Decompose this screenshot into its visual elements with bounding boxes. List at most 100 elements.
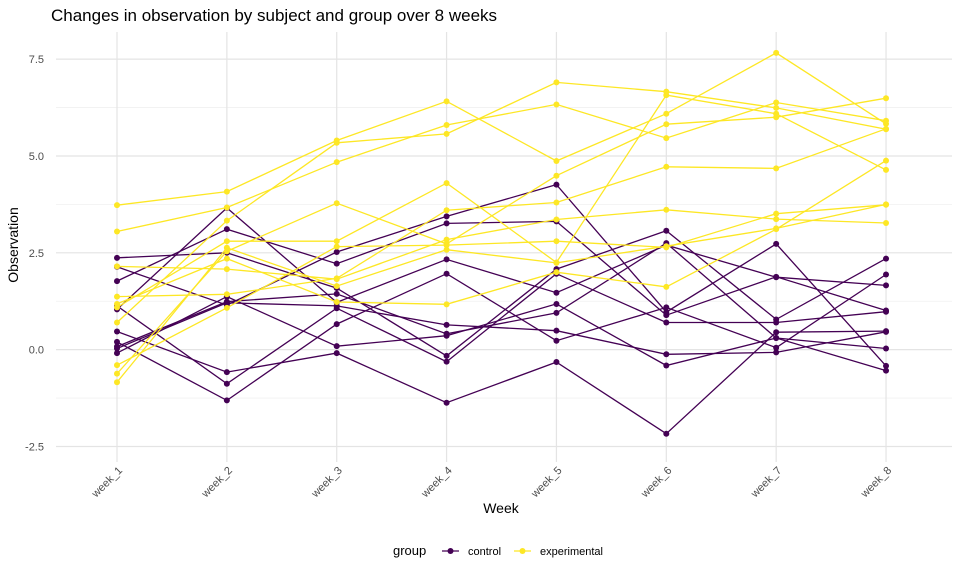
data-point bbox=[443, 236, 450, 243]
data-point bbox=[333, 249, 340, 256]
y-tick-label: 0.0 bbox=[29, 345, 44, 357]
data-point bbox=[333, 299, 340, 306]
data-point bbox=[773, 99, 780, 106]
y-axis-title: Observation bbox=[5, 207, 21, 282]
data-point bbox=[553, 181, 560, 188]
data-point bbox=[553, 172, 560, 179]
data-point bbox=[333, 260, 340, 267]
data-point bbox=[114, 343, 120, 350]
data-point bbox=[883, 282, 890, 289]
x-axis-ticks: week_1 week_2 week_3 week_4 week_5 week_6 week… bbox=[89, 465, 894, 501]
series-line bbox=[116, 160, 887, 305]
data-point bbox=[883, 95, 890, 102]
data-point bbox=[553, 337, 560, 344]
data-point bbox=[773, 104, 780, 111]
data-point bbox=[114, 202, 120, 209]
y-axis-ticks: -2.5 0.0 2.5 5.0 7.5 bbox=[25, 54, 44, 453]
data-point bbox=[773, 316, 780, 323]
series-line bbox=[116, 81, 887, 323]
data-point bbox=[883, 201, 890, 208]
series-line bbox=[116, 207, 887, 310]
data-point bbox=[114, 319, 120, 326]
x-tick-label: week_6 bbox=[638, 465, 674, 501]
data-point bbox=[663, 309, 670, 316]
data-point bbox=[223, 304, 230, 311]
data-point bbox=[663, 319, 670, 326]
chart-title: Changes in observation by subject and gr… bbox=[51, 6, 497, 25]
data-point bbox=[553, 101, 560, 108]
data-point bbox=[663, 362, 670, 369]
data-point bbox=[114, 370, 120, 377]
legend-entries: control experimental bbox=[442, 546, 603, 558]
series-line bbox=[116, 203, 887, 383]
data-point bbox=[773, 274, 780, 281]
legend-key-point bbox=[447, 548, 454, 554]
data-point bbox=[114, 328, 120, 335]
data-point bbox=[553, 309, 560, 316]
data-point bbox=[553, 158, 560, 164]
data-point bbox=[553, 300, 560, 307]
data-point bbox=[663, 121, 670, 128]
data-point bbox=[553, 238, 560, 245]
data-point bbox=[114, 350, 120, 357]
data-point bbox=[773, 210, 780, 217]
data-point bbox=[443, 270, 450, 277]
data-point bbox=[663, 92, 670, 99]
series-line bbox=[116, 128, 887, 298]
data-point bbox=[663, 135, 670, 142]
series-line bbox=[116, 330, 887, 435]
series-experimental bbox=[114, 49, 890, 209]
data-point bbox=[443, 180, 450, 187]
data-point bbox=[443, 220, 450, 227]
series-line bbox=[116, 52, 887, 206]
subject-lines bbox=[114, 49, 890, 437]
data-point bbox=[333, 200, 340, 207]
data-point bbox=[663, 244, 670, 251]
y-tick-label: 2.5 bbox=[29, 248, 44, 260]
data-point bbox=[883, 345, 890, 352]
data-point bbox=[333, 243, 340, 250]
data-point bbox=[883, 307, 890, 314]
data-point bbox=[883, 157, 890, 164]
data-point bbox=[333, 283, 340, 290]
data-point bbox=[114, 293, 120, 300]
data-point bbox=[443, 256, 450, 263]
data-point bbox=[553, 199, 560, 206]
data-point bbox=[443, 330, 450, 337]
data-point bbox=[223, 204, 230, 211]
series-line bbox=[116, 204, 887, 366]
data-point bbox=[883, 255, 890, 262]
x-tick-label: week_2 bbox=[199, 465, 235, 501]
series-line bbox=[116, 302, 887, 355]
data-point bbox=[223, 217, 230, 224]
data-point bbox=[553, 289, 560, 296]
series-experimental bbox=[114, 125, 890, 300]
series-line bbox=[116, 183, 887, 367]
data-point bbox=[223, 255, 230, 262]
series-line bbox=[116, 229, 887, 357]
series-line bbox=[116, 209, 887, 280]
legend-key-point bbox=[519, 548, 526, 554]
data-point bbox=[553, 327, 560, 334]
data-point bbox=[773, 349, 780, 356]
data-point bbox=[333, 343, 340, 350]
data-point bbox=[663, 283, 670, 290]
x-tick-label: week_1 bbox=[89, 465, 125, 501]
data-point bbox=[443, 358, 450, 365]
legend: group control experimental bbox=[393, 543, 603, 558]
data-point bbox=[883, 271, 890, 278]
data-point bbox=[663, 163, 670, 170]
data-point bbox=[773, 329, 780, 336]
data-point bbox=[223, 291, 230, 298]
data-point bbox=[553, 216, 560, 223]
data-point bbox=[223, 397, 230, 404]
data-point bbox=[333, 137, 340, 144]
data-point bbox=[443, 121, 450, 128]
data-point bbox=[443, 98, 450, 105]
data-point bbox=[883, 362, 890, 369]
series-control bbox=[114, 270, 890, 404]
series-line bbox=[116, 101, 887, 233]
data-point bbox=[443, 321, 450, 328]
data-point bbox=[883, 328, 890, 335]
data-point bbox=[773, 49, 780, 56]
